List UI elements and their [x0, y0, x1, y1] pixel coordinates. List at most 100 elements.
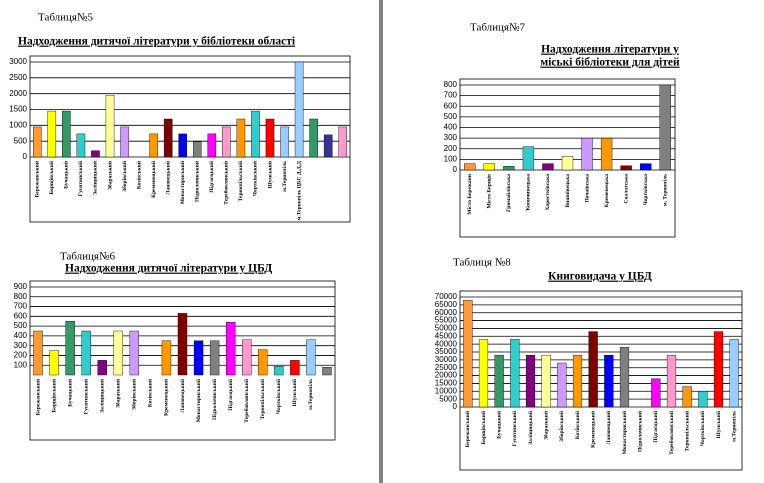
y-tick-label: 15000: [435, 379, 458, 388]
y-tick-label: 0: [23, 152, 28, 161]
x-tick-label: Козівський: [147, 378, 154, 407]
x-tick-label: Кременецький: [589, 410, 596, 448]
y-tick-label: 800: [444, 80, 458, 89]
x-tick-label: м.Тернопіль: [731, 411, 737, 442]
y-tick-label: 300: [14, 341, 28, 350]
x-tick-label: Гусятинський: [82, 378, 89, 414]
chart-title: Надходження дитячої літератури у ЦБД: [65, 263, 272, 275]
bar: [483, 163, 495, 171]
x-tick-label: Борщівський: [48, 160, 55, 194]
x-tick-label: Бережанський: [34, 160, 41, 197]
bar: [322, 366, 332, 376]
x-tick-label: Хоростківська: [545, 174, 551, 211]
y-tick-label: 700: [14, 302, 28, 311]
y-tick-label: 1000: [9, 120, 27, 129]
x-tick-label: м. Тернопіль: [662, 174, 668, 206]
bar: [651, 378, 661, 408]
bar: [178, 133, 187, 158]
bar: [557, 362, 567, 408]
bar: [619, 347, 630, 408]
bar: [163, 118, 173, 158]
bar: [561, 155, 574, 171]
bar: [236, 118, 246, 158]
y-tick-label: 70000: [435, 292, 458, 301]
chart-frame: [459, 290, 743, 471]
bar: [177, 313, 188, 376]
bar: [274, 366, 284, 376]
bar: [713, 331, 724, 408]
bar: [294, 61, 304, 158]
x-tick-label: м.Тернопіль: [282, 161, 288, 192]
y-tick-label: 400: [14, 331, 28, 340]
bar: [463, 299, 473, 408]
x-tick-label: Бучацький: [495, 410, 502, 439]
bar: [91, 150, 100, 158]
bar: [542, 163, 554, 171]
x-tick-label: Шумський: [715, 410, 722, 438]
bar: [588, 331, 598, 408]
x-tick-label: Бучацький: [63, 160, 70, 189]
x-tick-label: Бережанський: [464, 410, 471, 447]
bar: [120, 126, 129, 158]
bar: [729, 339, 739, 408]
x-tick-label: Тернопільський: [237, 160, 244, 201]
x-tick-label: Чортківський: [275, 378, 282, 414]
bar: [309, 118, 318, 158]
bar: [290, 360, 300, 376]
x-tick-label: Чортківська: [643, 174, 649, 206]
bar: [572, 354, 583, 408]
x-tick-label: Підволочиський: [211, 378, 218, 420]
x-tick-label: Кременецький: [150, 160, 157, 198]
bar: [666, 354, 677, 408]
y-tick-label: 45000: [435, 331, 458, 340]
divider: [379, 0, 383, 483]
y-tick-label: 100: [444, 154, 458, 163]
y-tick-label: 200: [444, 144, 458, 153]
bar: [640, 163, 652, 171]
y-tick-label: 50000: [435, 324, 458, 333]
x-tick-label: м.Тернопіль: [308, 379, 314, 410]
bar: [192, 141, 202, 158]
y-tick-label: 500: [14, 136, 28, 145]
bar: [76, 133, 86, 158]
bar: [280, 126, 289, 158]
bar: [129, 330, 140, 376]
x-tick-label: Почаївська: [584, 174, 590, 203]
y-tick-label: 5000: [439, 394, 457, 403]
x-tick-label: Зборівський: [121, 160, 128, 192]
x-tick-label: Чортківський: [252, 160, 259, 196]
y-tick-label: 55000: [435, 316, 458, 325]
bar: [207, 133, 217, 158]
y-tick-label: 0: [453, 165, 458, 174]
y-tick-label: 400: [444, 123, 458, 132]
y-tick-label: 2500: [9, 73, 27, 82]
x-tick-label: Збаразький: [542, 410, 549, 440]
bar: [33, 330, 43, 376]
bar: [49, 350, 59, 376]
y-tick-label: 1500: [9, 105, 27, 114]
x-tick-label: Тернопільський: [259, 378, 266, 419]
table-label: Таблиця№6: [60, 251, 115, 263]
y-tick-label: 10000: [435, 386, 458, 395]
x-tick-label: Копичинецька: [526, 174, 532, 211]
x-tick-label: м.Тернопіль ЦБС Д,Д,Д: [296, 161, 302, 221]
x-tick-label: Лановецький: [179, 378, 186, 412]
bar: [620, 165, 632, 171]
bar: [522, 146, 535, 171]
x-tick-label: Теребовлянський: [223, 160, 230, 205]
x-tick-label: Гусятинський: [77, 160, 84, 196]
table-label: Таблиця№5: [38, 12, 93, 24]
x-tick-label: Скалатська: [623, 174, 629, 204]
x-tick-label: Заліщицький: [99, 378, 106, 413]
x-tick-label: Монастириський: [195, 378, 202, 422]
x-tick-label: Гримайлівська: [505, 174, 512, 212]
y-tick-label: 30000: [435, 355, 458, 364]
x-tick-label: Лановецький: [164, 160, 171, 194]
bar: [258, 349, 268, 376]
bar: [503, 166, 515, 171]
bar: [659, 84, 671, 171]
y-tick-label: 600: [14, 311, 28, 320]
x-tick-label: Підгаєцький: [652, 410, 659, 443]
x-tick-label: Кременецька: [604, 174, 610, 207]
y-tick-label: 60000: [435, 308, 458, 317]
